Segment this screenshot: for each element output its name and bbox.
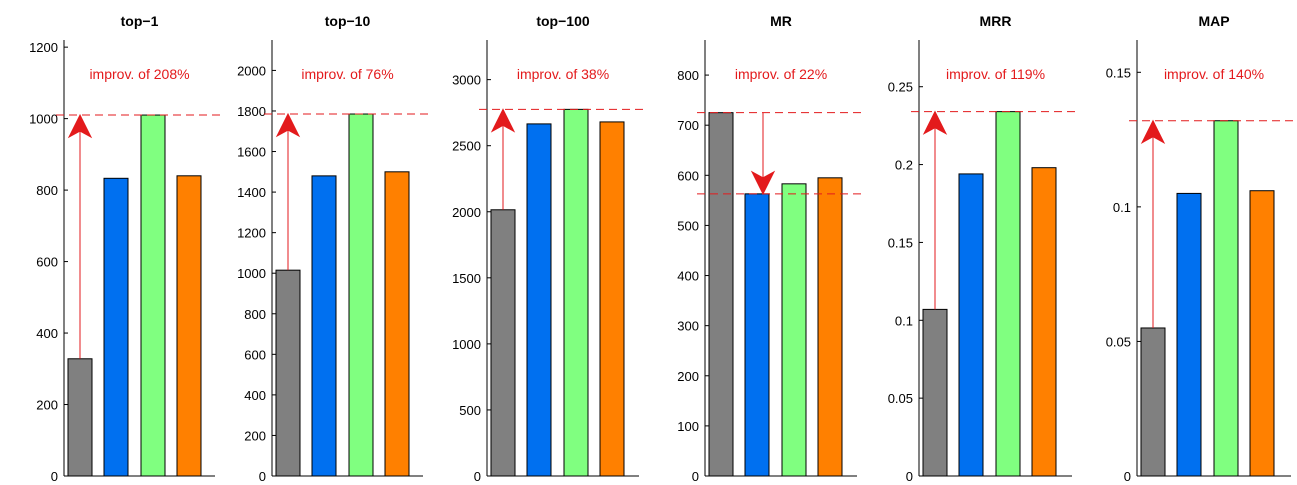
y-tick-label: 500 [677, 218, 699, 233]
y-tick-label: 1200 [237, 226, 266, 241]
bar-4 [1249, 190, 1275, 477]
subplot-6: MAP 0 0.05 0.1 0.15 improv. of 140% [1106, 13, 1297, 484]
y-tick-label: 600 [677, 168, 699, 183]
subplot-title: MAP [1198, 13, 1229, 29]
y-tick-label: 1400 [237, 185, 266, 200]
bar-2 [958, 173, 984, 477]
improvement-arrow-head [275, 112, 301, 138]
y-tick-label: 2000 [237, 63, 266, 78]
improvement-label: improv. of 38% [517, 66, 609, 82]
y-tick-label: 200 [244, 428, 266, 443]
y-tick-label: 0.05 [1106, 334, 1131, 349]
bar-2 [526, 123, 552, 477]
y-tick-label: 0.1 [1113, 200, 1131, 215]
subplot-title: top−10 [325, 13, 371, 29]
y-tick-label: 800 [677, 68, 699, 83]
improvement-arrow-head [67, 113, 93, 139]
improvement-arrow-head [750, 170, 776, 195]
improvement-label: improv. of 76% [301, 66, 393, 82]
y-tick-label: 0.1 [895, 313, 913, 328]
y-tick-label: 0.15 [888, 235, 913, 250]
subplot-4: MR 0 100 200 300 400 500 600 700 800 improv. of 22… [677, 13, 865, 484]
bar-1 [275, 269, 301, 477]
bar-1 [490, 209, 516, 477]
y-tick-label: 0.25 [888, 80, 913, 95]
improvement-label: improv. of 208% [89, 66, 189, 82]
y-tick-label: 0.2 [895, 158, 913, 173]
y-tick-label: 0.15 [1106, 65, 1131, 80]
y-tick-label: 400 [677, 269, 699, 284]
bar-1 [922, 308, 948, 477]
y-tick-label: 2500 [452, 139, 481, 154]
bar-2 [744, 193, 770, 477]
y-tick-label: 1000 [29, 112, 58, 127]
bar-3 [1213, 120, 1239, 477]
y-tick-label: 600 [36, 255, 58, 270]
subplot-2: top−10 0 200 400 600 800 1000 1200 1400 1600 1800 2… [237, 13, 431, 484]
y-tick-label: 0 [259, 469, 266, 484]
bar-3 [140, 114, 166, 477]
y-tick-label: 1200 [29, 40, 58, 55]
subplot-title: MR [770, 13, 792, 29]
y-tick-label: 200 [677, 369, 699, 384]
y-tick-label: 100 [677, 419, 699, 434]
improvement-label: improv. of 119% [946, 66, 1045, 82]
y-tick-label: 0.05 [888, 391, 913, 406]
bar-3 [781, 183, 807, 477]
y-tick-label: 0 [51, 469, 58, 484]
bar-1 [1140, 327, 1166, 477]
y-tick-label: 0 [692, 469, 699, 484]
y-tick-label: 2000 [452, 205, 481, 220]
subplot-5: MRR 0 0.05 0.1 0.15 0.2 0.25 improv. of 119% [888, 13, 1080, 484]
improvement-arrow-head [490, 108, 516, 133]
y-tick-label: 600 [244, 347, 266, 362]
y-tick-label: 0 [906, 469, 913, 484]
bar-1 [67, 358, 93, 477]
y-tick-label: 500 [459, 403, 481, 418]
bar-4 [384, 171, 410, 477]
y-tick-label: 800 [36, 183, 58, 198]
bar-4 [599, 121, 625, 477]
y-tick-label: 1500 [452, 271, 481, 286]
y-tick-label: 400 [244, 388, 266, 403]
bar-3 [995, 111, 1021, 477]
y-tick-label: 1000 [237, 266, 266, 281]
bar-2 [311, 175, 337, 477]
y-tick-label: 1000 [452, 337, 481, 352]
improvement-arrow-head [922, 110, 948, 135]
bar-3 [563, 108, 589, 477]
y-tick-label: 300 [677, 319, 699, 334]
improvement-label: improv. of 22% [735, 66, 827, 82]
subplot-title: top−1 [121, 13, 159, 29]
y-tick-label: 0 [1124, 469, 1131, 484]
bar-3 [348, 113, 374, 477]
y-tick-label: 200 [36, 398, 58, 413]
y-tick-label: 400 [36, 326, 58, 341]
y-tick-label: 800 [244, 307, 266, 322]
improvement-arrow-head [1140, 119, 1166, 144]
bar-4 [817, 177, 843, 477]
improvement-label: improv. of 140% [1164, 66, 1264, 82]
subplot-title: MRR [980, 13, 1012, 29]
bar-1 [708, 112, 734, 477]
bar-4 [1031, 167, 1057, 477]
y-tick-label: 0 [474, 469, 481, 484]
bar-2 [103, 177, 129, 477]
y-tick-label: 1600 [237, 145, 266, 160]
bar-2 [1176, 192, 1202, 477]
y-tick-label: 1800 [237, 104, 266, 119]
subplot-3: top−100 0 500 1000 1500 2000 2500 3000 improv. o… [452, 13, 647, 484]
bar-4 [176, 175, 202, 477]
subplot-1: top−1 0 200 400 600 800 1000 1200 improv. of 208… [29, 13, 223, 484]
y-tick-label: 3000 [452, 73, 481, 88]
subplot-title: top−100 [536, 13, 590, 29]
y-tick-label: 700 [677, 118, 699, 133]
